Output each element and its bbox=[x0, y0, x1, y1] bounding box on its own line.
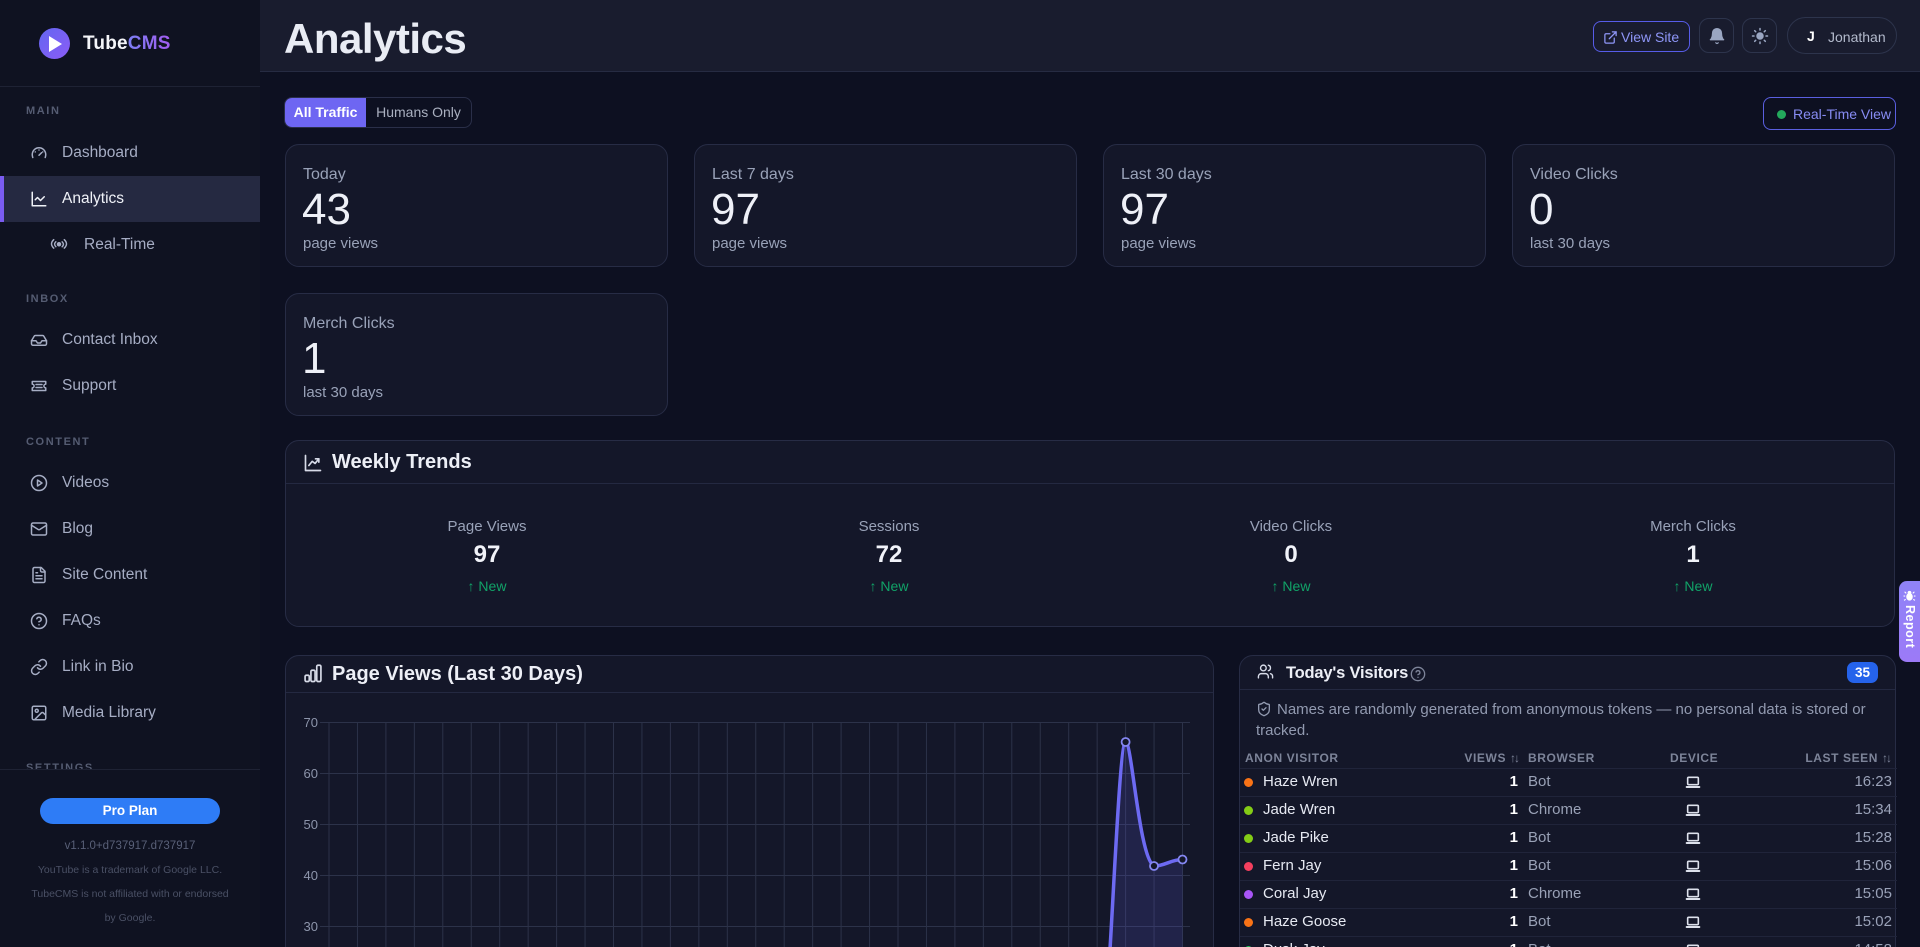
svg-text:50: 50 bbox=[304, 817, 318, 832]
svg-text:60: 60 bbox=[304, 766, 318, 781]
svg-text:70: 70 bbox=[304, 715, 318, 730]
svg-text:40: 40 bbox=[304, 868, 318, 883]
svg-text:30: 30 bbox=[304, 919, 318, 934]
